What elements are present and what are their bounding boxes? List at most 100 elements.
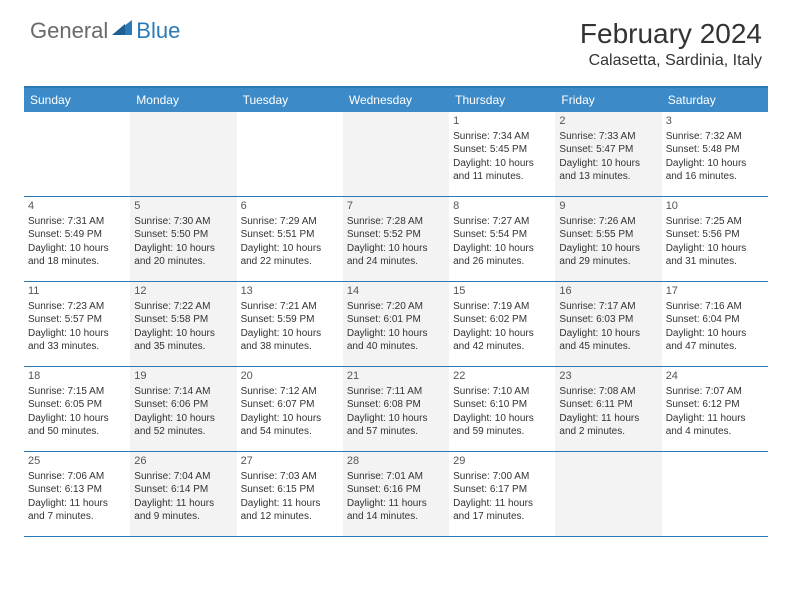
day-sunrise: Sunrise: 7:06 AM (28, 470, 126, 484)
day-daylight2: and 45 minutes. (559, 340, 657, 354)
logo: General Blue (30, 18, 180, 44)
day-sunrise: Sunrise: 7:26 AM (559, 215, 657, 229)
day-sunrise: Sunrise: 7:34 AM (453, 130, 551, 144)
day-number: 17 (666, 284, 764, 299)
title-block: February 2024 Calasetta, Sardinia, Italy (580, 18, 762, 70)
day-cell: 27Sunrise: 7:03 AMSunset: 6:15 PMDayligh… (237, 452, 343, 536)
day-sunrise: Sunrise: 7:29 AM (241, 215, 339, 229)
day-sunset: Sunset: 5:59 PM (241, 313, 339, 327)
day-cell: 5Sunrise: 7:30 AMSunset: 5:50 PMDaylight… (130, 197, 236, 281)
day-daylight2: and 13 minutes. (559, 170, 657, 184)
day-sunset: Sunset: 5:52 PM (347, 228, 445, 242)
day-daylight1: Daylight: 10 hours (347, 327, 445, 341)
day-sunset: Sunset: 5:50 PM (134, 228, 232, 242)
day-daylight1: Daylight: 11 hours (453, 497, 551, 511)
week-row: 25Sunrise: 7:06 AMSunset: 6:13 PMDayligh… (24, 452, 768, 537)
day-daylight2: and 54 minutes. (241, 425, 339, 439)
day-daylight2: and 20 minutes. (134, 255, 232, 269)
day-sunset: Sunset: 5:56 PM (666, 228, 764, 242)
day-cell: 21Sunrise: 7:11 AMSunset: 6:08 PMDayligh… (343, 367, 449, 451)
day-sunset: Sunset: 5:57 PM (28, 313, 126, 327)
day-number: 4 (28, 199, 126, 214)
day-cell (662, 452, 768, 536)
day-daylight2: and 57 minutes. (347, 425, 445, 439)
day-number: 2 (559, 114, 657, 129)
day-daylight1: Daylight: 10 hours (134, 412, 232, 426)
month-title: February 2024 (580, 18, 762, 50)
day-cell: 8Sunrise: 7:27 AMSunset: 5:54 PMDaylight… (449, 197, 555, 281)
day-number: 11 (28, 284, 126, 299)
day-cell: 18Sunrise: 7:15 AMSunset: 6:05 PMDayligh… (24, 367, 130, 451)
day-number: 28 (347, 454, 445, 469)
day-daylight1: Daylight: 10 hours (559, 327, 657, 341)
day-daylight2: and 33 minutes. (28, 340, 126, 354)
day-sunset: Sunset: 5:55 PM (559, 228, 657, 242)
day-cell: 7Sunrise: 7:28 AMSunset: 5:52 PMDaylight… (343, 197, 449, 281)
page-header: General Blue February 2024 Calasetta, Sa… (0, 0, 792, 78)
day-sunset: Sunset: 5:54 PM (453, 228, 551, 242)
day-daylight1: Daylight: 10 hours (241, 242, 339, 256)
weekday-header: Monday (130, 88, 236, 112)
day-cell: 22Sunrise: 7:10 AMSunset: 6:10 PMDayligh… (449, 367, 555, 451)
day-cell (237, 112, 343, 196)
day-sunset: Sunset: 6:12 PM (666, 398, 764, 412)
day-daylight2: and 42 minutes. (453, 340, 551, 354)
day-number: 20 (241, 369, 339, 384)
day-daylight2: and 11 minutes. (453, 170, 551, 184)
day-cell: 24Sunrise: 7:07 AMSunset: 6:12 PMDayligh… (662, 367, 768, 451)
day-number: 7 (347, 199, 445, 214)
weekday-header: Sunday (24, 88, 130, 112)
day-daylight1: Daylight: 10 hours (559, 157, 657, 171)
day-daylight1: Daylight: 11 hours (241, 497, 339, 511)
day-sunrise: Sunrise: 7:31 AM (28, 215, 126, 229)
day-cell (343, 112, 449, 196)
day-daylight2: and 17 minutes. (453, 510, 551, 524)
day-sunset: Sunset: 6:13 PM (28, 483, 126, 497)
day-sunrise: Sunrise: 7:17 AM (559, 300, 657, 314)
day-daylight2: and 16 minutes. (666, 170, 764, 184)
weekday-header: Thursday (449, 88, 555, 112)
day-sunrise: Sunrise: 7:32 AM (666, 130, 764, 144)
day-cell (555, 452, 661, 536)
day-sunset: Sunset: 6:10 PM (453, 398, 551, 412)
day-daylight2: and 7 minutes. (28, 510, 126, 524)
day-sunset: Sunset: 5:48 PM (666, 143, 764, 157)
day-daylight1: Daylight: 11 hours (347, 497, 445, 511)
day-daylight2: and 2 minutes. (559, 425, 657, 439)
day-sunset: Sunset: 6:11 PM (559, 398, 657, 412)
day-sunset: Sunset: 6:06 PM (134, 398, 232, 412)
day-sunset: Sunset: 5:49 PM (28, 228, 126, 242)
day-sunrise: Sunrise: 7:01 AM (347, 470, 445, 484)
day-sunrise: Sunrise: 7:14 AM (134, 385, 232, 399)
day-sunrise: Sunrise: 7:08 AM (559, 385, 657, 399)
day-number: 6 (241, 199, 339, 214)
day-sunset: Sunset: 5:58 PM (134, 313, 232, 327)
week-row: 18Sunrise: 7:15 AMSunset: 6:05 PMDayligh… (24, 367, 768, 452)
day-sunset: Sunset: 6:15 PM (241, 483, 339, 497)
day-sunrise: Sunrise: 7:19 AM (453, 300, 551, 314)
day-daylight1: Daylight: 11 hours (134, 497, 232, 511)
weeks-container: 1Sunrise: 7:34 AMSunset: 5:45 PMDaylight… (24, 112, 768, 537)
day-cell: 20Sunrise: 7:12 AMSunset: 6:07 PMDayligh… (237, 367, 343, 451)
day-number: 12 (134, 284, 232, 299)
day-daylight2: and 40 minutes. (347, 340, 445, 354)
day-number: 22 (453, 369, 551, 384)
day-cell: 2Sunrise: 7:33 AMSunset: 5:47 PMDaylight… (555, 112, 661, 196)
day-number: 23 (559, 369, 657, 384)
day-daylight1: Daylight: 10 hours (559, 242, 657, 256)
day-sunrise: Sunrise: 7:30 AM (134, 215, 232, 229)
day-number: 13 (241, 284, 339, 299)
day-number: 8 (453, 199, 551, 214)
day-cell: 12Sunrise: 7:22 AMSunset: 5:58 PMDayligh… (130, 282, 236, 366)
day-daylight1: Daylight: 10 hours (453, 157, 551, 171)
day-daylight1: Daylight: 10 hours (134, 327, 232, 341)
day-number: 5 (134, 199, 232, 214)
day-cell: 16Sunrise: 7:17 AMSunset: 6:03 PMDayligh… (555, 282, 661, 366)
day-sunrise: Sunrise: 7:22 AM (134, 300, 232, 314)
day-daylight1: Daylight: 11 hours (559, 412, 657, 426)
day-daylight2: and 12 minutes. (241, 510, 339, 524)
day-sunrise: Sunrise: 7:00 AM (453, 470, 551, 484)
day-daylight2: and 47 minutes. (666, 340, 764, 354)
day-daylight2: and 18 minutes. (28, 255, 126, 269)
weekday-header: Tuesday (237, 88, 343, 112)
